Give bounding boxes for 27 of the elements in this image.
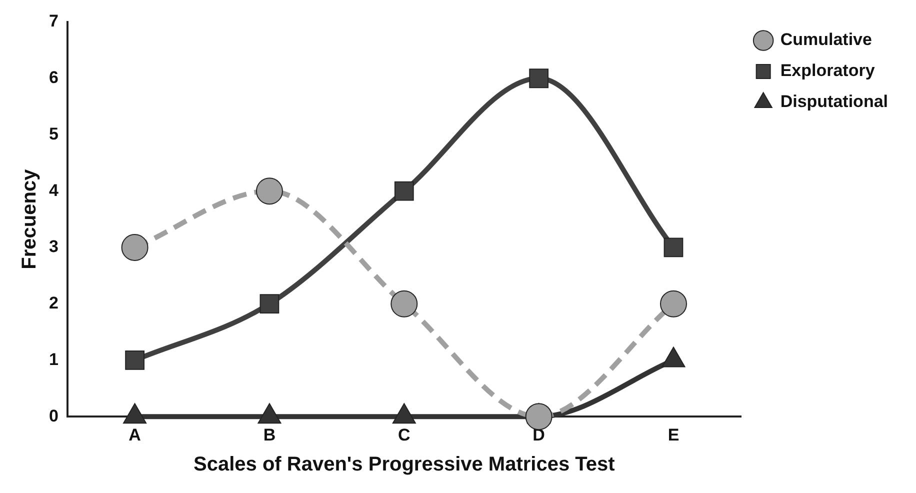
point (256, 178, 283, 205)
point (394, 181, 414, 201)
point (525, 403, 552, 430)
y-axis-title: Frecuency (18, 168, 41, 270)
y-tick-label: 7 (48, 12, 58, 31)
y-tick-label: 3 (48, 237, 58, 256)
legend-label: Disputational (780, 92, 888, 112)
point (121, 234, 148, 261)
y-tick-label: 5 (48, 124, 58, 144)
x-tick-label: B (263, 425, 276, 444)
legend-label: Cumulative (780, 30, 872, 50)
point (529, 68, 549, 88)
point (660, 290, 687, 318)
y-tick-label: 6 (48, 68, 58, 88)
y-tick-label: 4 (48, 180, 59, 200)
point (664, 238, 684, 258)
x-tick-label: E (668, 425, 680, 444)
point (390, 290, 418, 318)
x-tick-label: A (128, 425, 141, 444)
y-tick-label: 0 (48, 406, 58, 426)
legend-label: Exploratory (780, 61, 876, 80)
y-tick-label: 2 (48, 294, 58, 313)
x-tick-label: C (398, 425, 410, 444)
point (125, 350, 144, 370)
y-tick-label: 1 (48, 350, 58, 369)
x-axis-title: Scales of Raven's Progressive Matrices Test (194, 454, 616, 476)
point (260, 294, 280, 314)
